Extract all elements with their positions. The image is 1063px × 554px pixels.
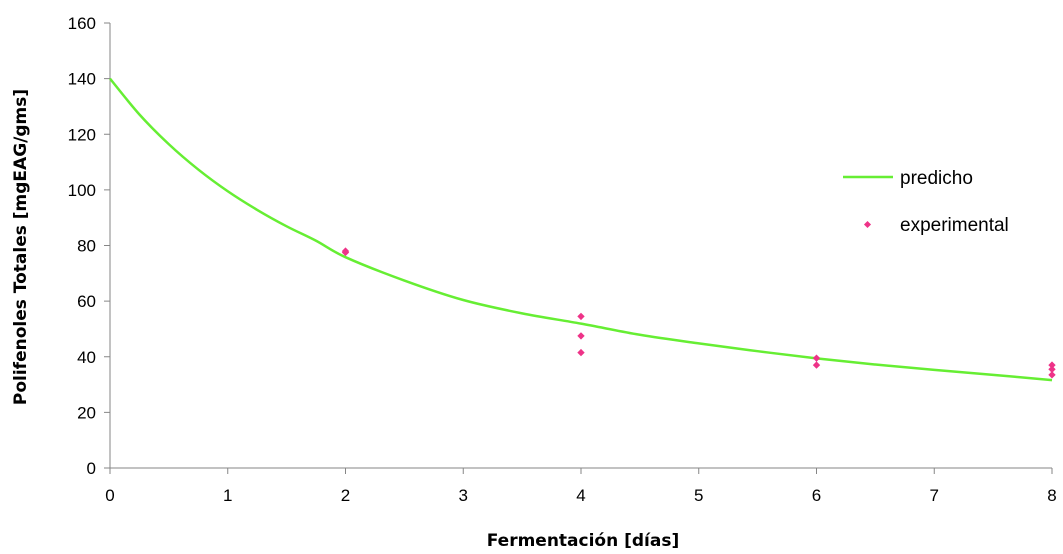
y-tick-label: 80 — [77, 237, 96, 256]
y-tick-label: 160 — [68, 14, 96, 33]
data-point-experimental — [577, 312, 585, 321]
legend: predicho experimental — [843, 168, 1009, 236]
tick-labels: 0 20 40 60 80 100 120 140 160 0 1 2 3 4 5 6 7 8 — [68, 14, 1057, 505]
y-tick-label: 60 — [77, 292, 96, 311]
legend-label-predicho: predicho — [900, 168, 973, 189]
y-tick-label: 120 — [68, 125, 96, 144]
y-tick-label: 20 — [77, 403, 96, 422]
x-tick-label: 2 — [341, 486, 350, 505]
y-tick-label: 0 — [87, 459, 96, 478]
x-tick-label: 5 — [694, 486, 703, 505]
series-line-predicho — [109, 77, 1053, 382]
data-point-experimental — [812, 361, 821, 369]
y-tick-label: 140 — [68, 70, 96, 89]
data-point-experimental — [341, 248, 350, 257]
series-layer — [109, 77, 1056, 382]
legend-swatch-experimental — [863, 220, 872, 229]
axes — [104, 22, 1053, 474]
y-tick-label: 40 — [77, 348, 96, 367]
x-axis-title: Fermentación [días] — [487, 531, 680, 551]
data-point-experimental — [577, 348, 585, 357]
x-tick-label: 7 — [930, 486, 939, 505]
data-point-experimental — [1048, 371, 1056, 379]
x-tick-label: 4 — [576, 486, 585, 505]
data-point-experimental — [577, 332, 585, 340]
x-tick-label: 0 — [105, 486, 114, 505]
y-tick-label: 100 — [68, 181, 96, 200]
x-tick-label: 8 — [1047, 486, 1056, 505]
x-tick-label: 6 — [812, 486, 821, 505]
legend-label-experimental: experimental — [900, 215, 1009, 236]
x-tick-label: 3 — [459, 486, 468, 505]
y-axis-title: Polifenoles Totales [mgEAG/gms] — [11, 89, 31, 405]
data-point-experimental — [812, 354, 821, 362]
x-tick-label: 1 — [223, 486, 232, 505]
